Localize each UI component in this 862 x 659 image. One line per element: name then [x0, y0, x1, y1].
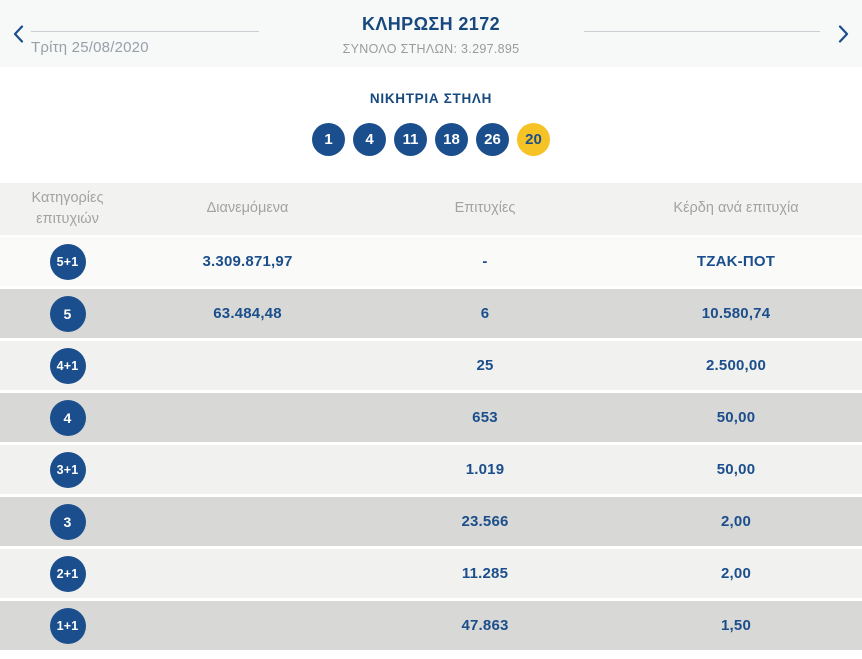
distributed-value: 3.309.871,97: [202, 253, 293, 270]
prize-table: Κατηγορίες επιτυχιών Διανεμόμενα Επιτυχί…: [0, 183, 862, 653]
draw-title: ΚΛΗΡΩΣΗ 2172: [361, 14, 501, 34]
winners-value: 25: [476, 357, 494, 374]
table-row: 5+1 3.309.871,97 - ΤΖΑΚ-ΠΟΤ: [0, 237, 862, 289]
winners-value: 11.285: [461, 565, 509, 582]
prize-value: 50,00: [716, 409, 756, 426]
category-ball: 2+1: [49, 555, 86, 592]
winners-value: 653: [472, 409, 498, 426]
prize-value: 10.580,74: [701, 305, 771, 322]
category-ball: 4: [49, 399, 86, 436]
category-cell: 2+1: [0, 555, 135, 592]
winning-column-title: ΝΙΚΗΤΡΙΑ ΣΤΗΛΗ: [369, 91, 493, 106]
table-row: 4 653 50,00: [0, 393, 862, 445]
winning-column-section: ΝΙΚΗΤΡΙΑ ΣΤΗΛΗ 1 4 11 18 26 20: [0, 91, 862, 156]
winners-value: 47.863: [461, 617, 509, 634]
draw-header: Τρίτη 25/08/2020 ΚΛΗΡΩΣΗ 2172 ΣΥΝΟΛΟ ΣΤΗ…: [0, 0, 862, 67]
winners-value: 23.566: [461, 513, 509, 530]
prize-value: 50,00: [716, 461, 756, 478]
previous-draw-button[interactable]: [8, 24, 28, 44]
draw-date: Τρίτη 25/08/2020: [31, 39, 149, 56]
prize-value: 2,00: [721, 513, 751, 530]
category-ball: 3: [49, 503, 86, 540]
category-cell: 5+1: [0, 243, 135, 280]
prize-value: 1,50: [721, 617, 751, 634]
distributed-value: 63.484,48: [213, 305, 282, 322]
next-draw-button[interactable]: [833, 24, 853, 44]
next-draw-divider: [584, 31, 820, 32]
table-row: 3 23.566 2,00: [0, 497, 862, 549]
category-cell: 1+1: [0, 607, 135, 644]
category-ball: 1+1: [49, 607, 86, 644]
winners-value: -: [482, 253, 488, 270]
table-row: 2+1 11.285 2,00: [0, 549, 862, 601]
winning-number-ball: 18: [435, 123, 468, 156]
prize-value: 2.500,00: [706, 357, 766, 374]
draw-date-block: Τρίτη 25/08/2020: [31, 31, 259, 56]
header-prize-per-win: Κέρδη ανά επιτυχία: [673, 200, 799, 217]
chevron-right-icon: [838, 25, 849, 43]
table-body: 5+1 3.309.871,97 - ΤΖΑΚ-ΠΟΤ 5 63.484,48 …: [0, 237, 862, 653]
header-winners: Επιτυχίες: [454, 200, 516, 217]
table-row: 5 63.484,48 6 10.580,74: [0, 289, 862, 341]
table-row: 3+1 1.019 50,00: [0, 445, 862, 497]
joker-number-ball: 20: [517, 123, 550, 156]
winning-numbers-row: 1 4 11 18 26 20: [0, 123, 862, 156]
category-ball: 5+1: [49, 243, 86, 280]
winning-number-ball: 1: [312, 123, 345, 156]
winning-number-ball: 11: [394, 123, 427, 156]
winning-number-ball: 4: [353, 123, 386, 156]
draw-title-block: ΚΛΗΡΩΣΗ 2172 ΣΥΝΟΛΟ ΣΤΗΛΩΝ: 3.297.895: [0, 14, 862, 56]
category-ball: 3+1: [49, 451, 86, 488]
total-columns-label: ΣΥΝΟΛΟ ΣΤΗΛΩΝ: 3.297.895: [342, 42, 520, 56]
category-ball: 5: [49, 295, 86, 332]
prize-value: ΤΖΑΚ-ΠΟΤ: [696, 253, 776, 270]
winners-value: 6: [480, 305, 490, 322]
header-categories: Κατηγορίες επιτυχιών: [31, 189, 104, 227]
category-ball: 4+1: [49, 347, 86, 384]
category-cell: 3+1: [0, 451, 135, 488]
chevron-left-icon: [13, 25, 24, 43]
prize-table-header: Κατηγορίες επιτυχιών Διανεμόμενα Επιτυχί…: [0, 183, 862, 237]
prize-value: 2,00: [721, 565, 751, 582]
category-cell: 5: [0, 295, 135, 332]
header-distributed: Διανεμόμενα: [206, 200, 289, 217]
table-row: 4+1 25 2.500,00: [0, 341, 862, 393]
winners-value: 1.019: [465, 461, 505, 478]
winning-number-ball: 26: [476, 123, 509, 156]
category-cell: 3: [0, 503, 135, 540]
category-cell: 4: [0, 399, 135, 436]
table-row: 1+1 47.863 1,50: [0, 601, 862, 653]
category-cell: 4+1: [0, 347, 135, 384]
